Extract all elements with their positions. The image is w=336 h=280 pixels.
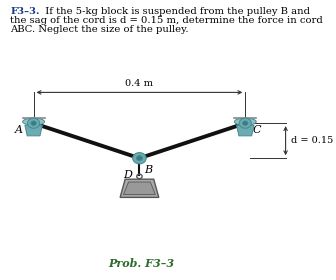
Text: 0.4 m: 0.4 m <box>125 79 154 88</box>
Text: A: A <box>14 125 23 135</box>
Text: C: C <box>253 125 261 135</box>
Text: ABC. Neglect the size of the pulley.: ABC. Neglect the size of the pulley. <box>10 25 188 34</box>
Circle shape <box>136 156 142 161</box>
Circle shape <box>31 121 36 125</box>
Circle shape <box>243 121 248 125</box>
Text: D: D <box>123 170 132 180</box>
Circle shape <box>133 153 146 164</box>
Polygon shape <box>25 125 42 136</box>
Text: the sag of the cord is d = 0.15 m, determine the force in cord: the sag of the cord is d = 0.15 m, deter… <box>10 16 323 25</box>
Circle shape <box>239 118 251 128</box>
Text: If the 5-kg block is suspended from the pulley B and: If the 5-kg block is suspended from the … <box>39 7 310 16</box>
Polygon shape <box>237 125 254 136</box>
Text: d = 0.15 m: d = 0.15 m <box>291 136 336 145</box>
Text: B: B <box>144 165 153 175</box>
Polygon shape <box>120 179 159 197</box>
Ellipse shape <box>235 118 256 125</box>
Text: Prob. F3–3: Prob. F3–3 <box>108 258 174 269</box>
Text: F3–3.: F3–3. <box>10 7 40 16</box>
Circle shape <box>28 118 40 128</box>
Polygon shape <box>124 182 155 195</box>
Ellipse shape <box>23 118 44 125</box>
